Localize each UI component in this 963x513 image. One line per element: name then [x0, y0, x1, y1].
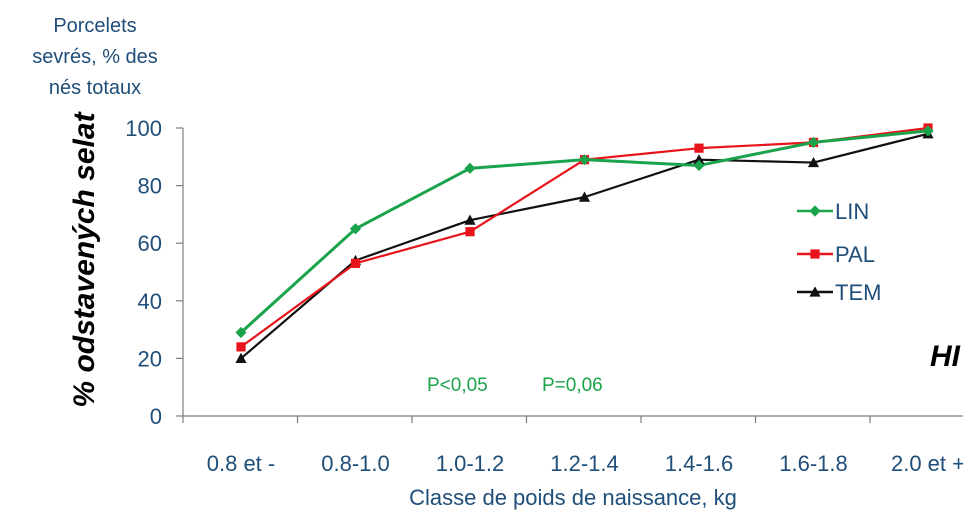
- y-axis-title-fr-line1: Porcelets: [53, 15, 136, 37]
- y-axis-title-cz: % odstavených selat: [68, 110, 101, 407]
- data-point-lin: [922, 125, 934, 137]
- series-line-tem: [240, 132, 929, 360]
- annotation-p-lt-005: P<0,05: [427, 375, 488, 396]
- legend-label-lin: LIN: [835, 199, 869, 224]
- legend-label-pal: PAL: [835, 242, 875, 267]
- annotation-p-eq-006: P=0,06: [542, 375, 603, 396]
- data-point-lin: [235, 326, 247, 339]
- x-tick-label: 0.8-1.0: [321, 451, 390, 476]
- y-axis-title-fr-line3: nés totaux: [49, 77, 141, 99]
- legend-marker-tem: [809, 286, 821, 297]
- y-tick-label: 20: [138, 346, 162, 371]
- corner-title-fragment: HI: [930, 340, 961, 373]
- legend-marker-lin: [809, 205, 821, 217]
- x-axis-title: Classe de poids de naissance, kg: [409, 485, 737, 510]
- data-point-lin: [807, 136, 820, 148]
- data-point-pal: [465, 227, 475, 237]
- y-tick-label: 40: [138, 289, 162, 314]
- y-tick-label: 0: [150, 404, 162, 429]
- data-point-pal: [350, 258, 361, 268]
- x-tick-label: 0.8 et -: [207, 451, 275, 476]
- legend-marker-pal: [810, 249, 820, 259]
- x-tick-label: 1.6-1.8: [779, 451, 848, 476]
- data-point-lin: [578, 154, 591, 166]
- data-point-tem: [807, 156, 820, 168]
- data-point-pal: [236, 342, 246, 352]
- data-point-tem: [235, 352, 247, 363]
- data-point-lin: [464, 162, 476, 174]
- data-point-pal: [694, 143, 704, 153]
- x-tick-label: 1.0-1.2: [436, 451, 505, 476]
- x-tick-label: 1.4-1.6: [665, 451, 734, 476]
- axes: 0 20 40 60 80 100 0.8 et - 0.8-1.0 1.0-1.2 1.2-1…: [125, 116, 963, 476]
- data-point-lin: [693, 159, 705, 172]
- series-markers: [235, 123, 934, 363]
- y-tick-label: 80: [138, 174, 162, 199]
- y-axis-title-fr: Porcelets sevrés, % des nés totaux: [32, 15, 158, 99]
- data-point-lin: [349, 223, 362, 235]
- y-tick-label: 100: [125, 116, 162, 141]
- y-axis-title-fr-line2: sevrés, % des: [32, 46, 158, 68]
- y-tick-label: 60: [138, 231, 162, 256]
- data-point-tem: [693, 154, 705, 165]
- data-point-tem: [464, 214, 476, 225]
- x-tick-label: 1.2-1.4: [550, 451, 619, 476]
- y-ticks: 0 20 40 60 80 100: [125, 116, 183, 429]
- legend: LIN PAL TEM: [797, 199, 881, 305]
- legend-label-tem: TEM: [835, 280, 881, 305]
- x-tick-label: 2.0 et +: [891, 451, 963, 476]
- x-ticks: 0.8 et - 0.8-1.0 1.0-1.2 1.2-1.4 1.4-1.6 1.6-…: [182, 416, 963, 476]
- data-point-tem: [578, 191, 591, 202]
